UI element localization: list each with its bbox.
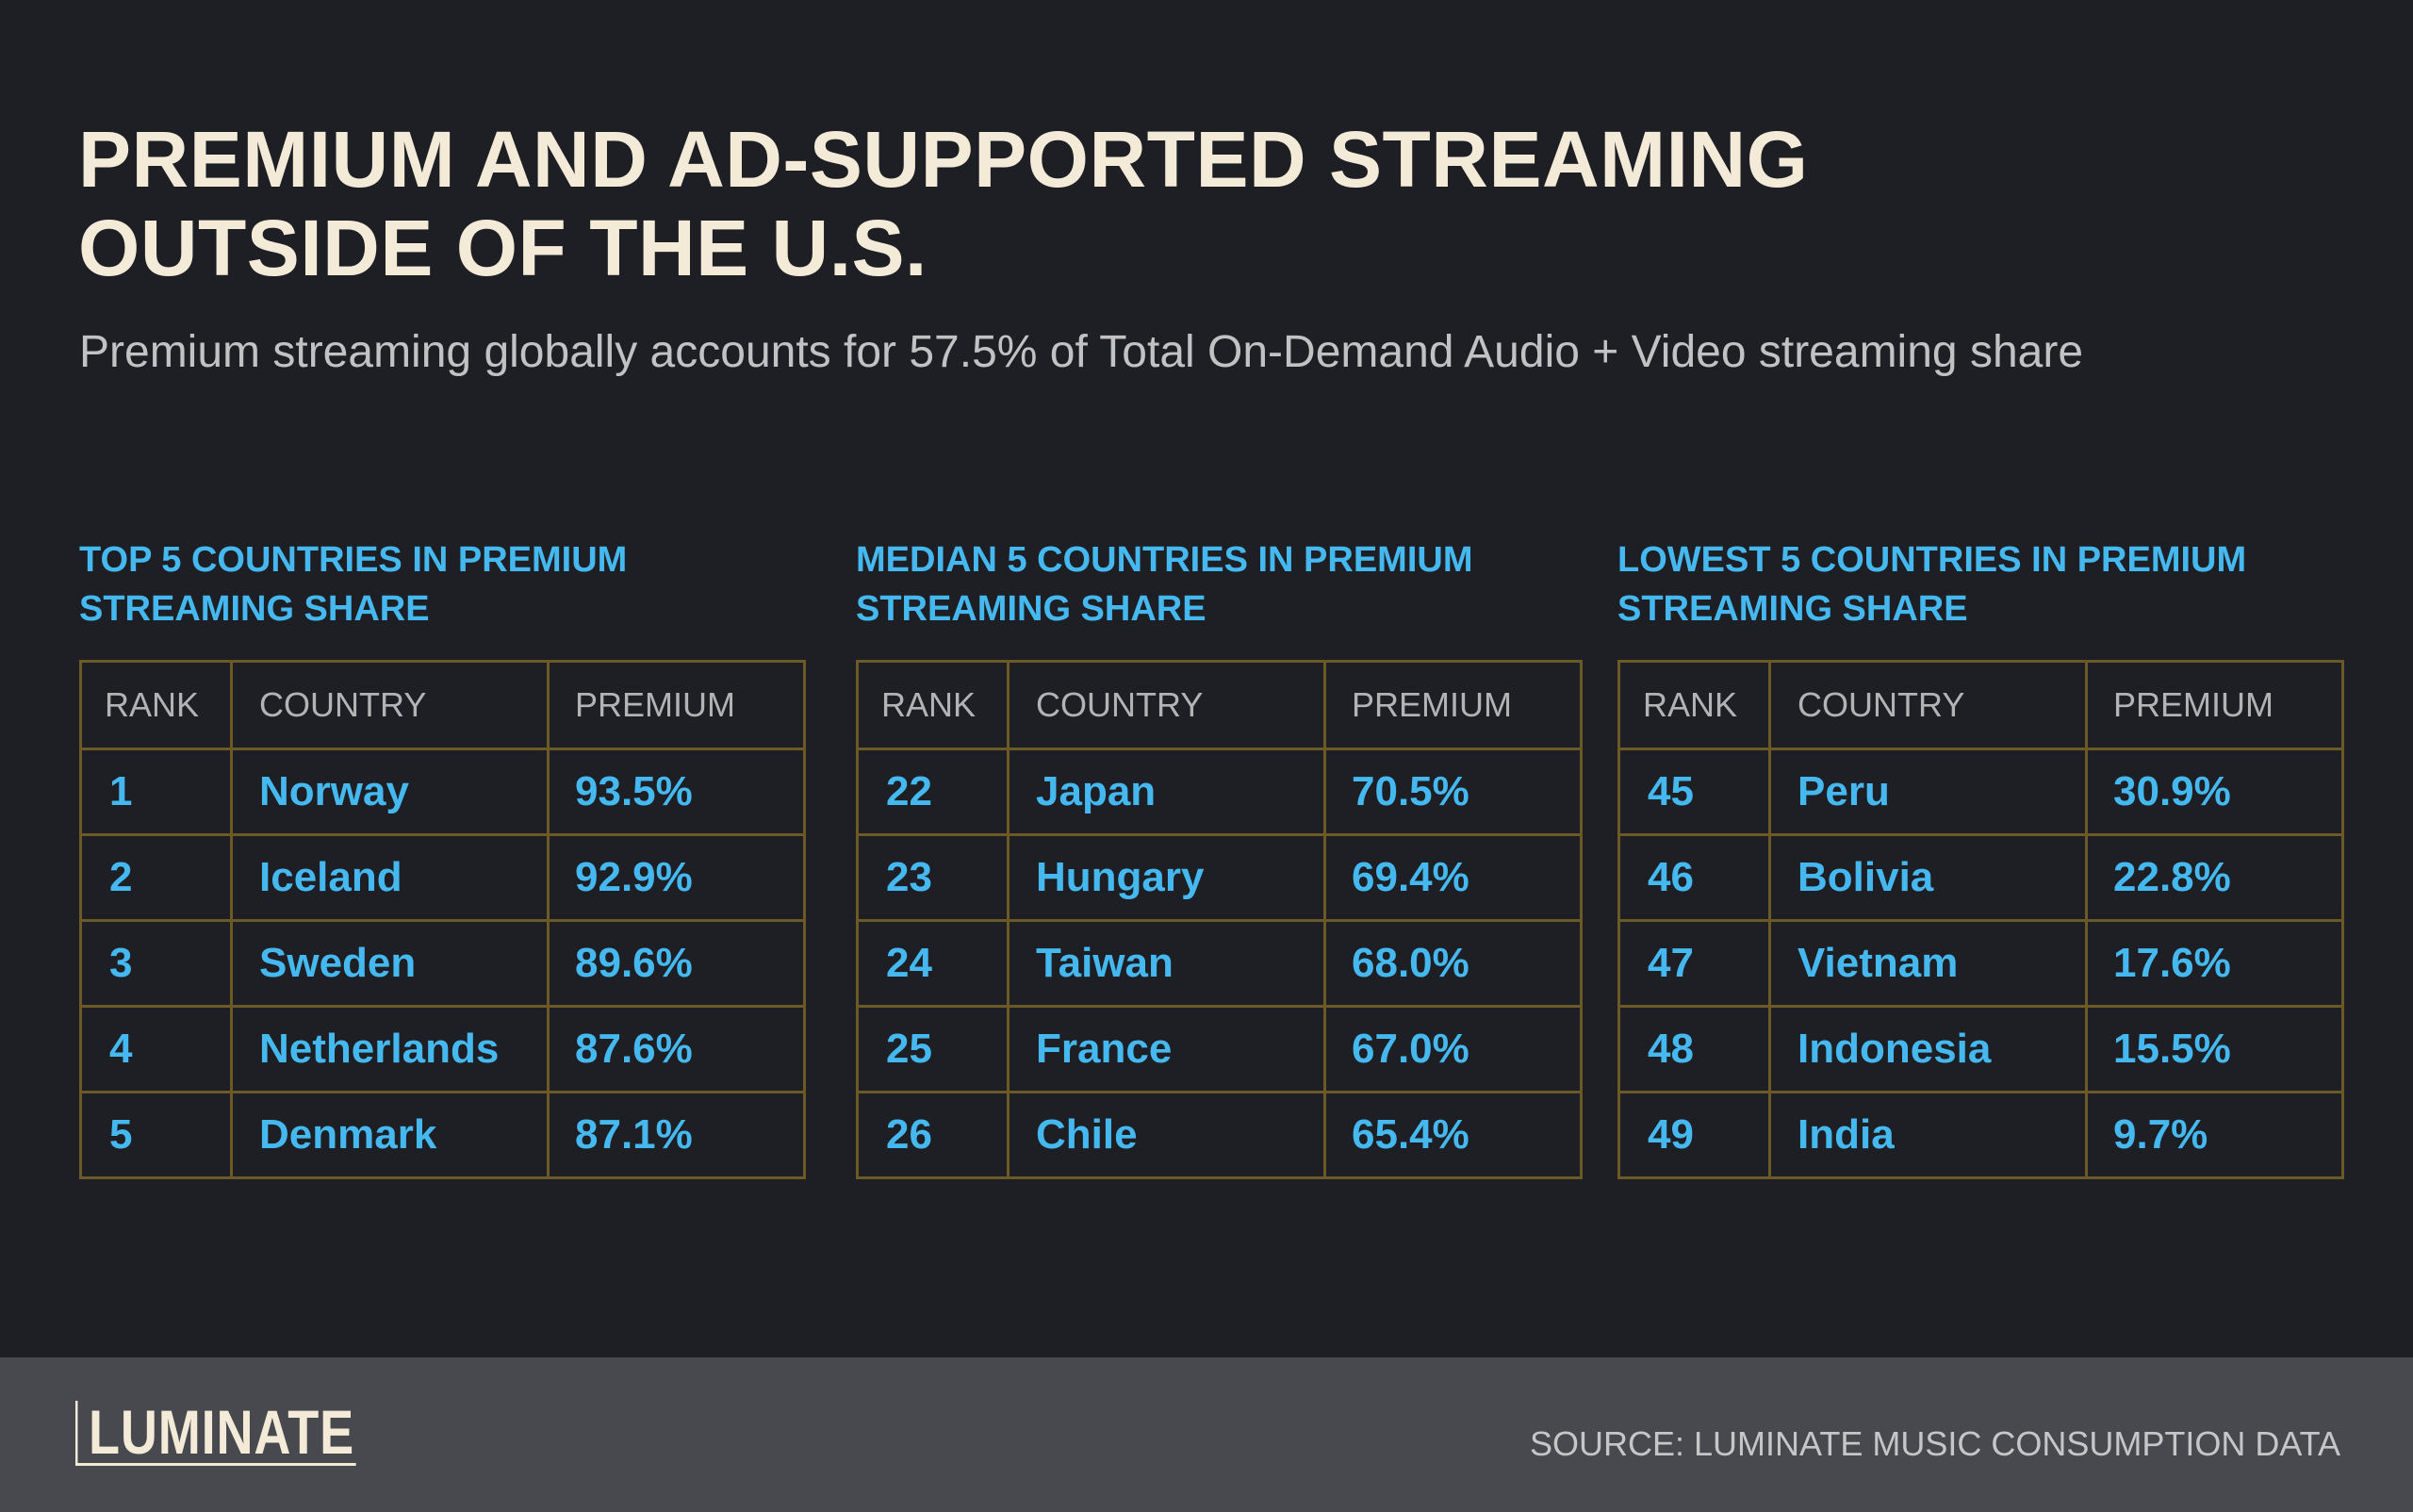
country-cell: Taiwan xyxy=(1007,919,1326,1008)
rank-cell: 25 xyxy=(856,1005,1010,1093)
rank-cell: 49 xyxy=(1617,1091,1771,1179)
lowest-5-table: RANK COUNTRY PREMIUM 45 Peru 30.9% 46 Bo… xyxy=(1617,660,2344,1179)
luminate-logo: LUMINATE xyxy=(75,1401,356,1466)
rank-cell: 4 xyxy=(79,1005,233,1093)
top-5-table: RANK COUNTRY PREMIUM 1 Norway 93.5% 2 Ic… xyxy=(79,660,806,1179)
section-title: TOP 5 COUNTRIES IN PREMIUM STREAMING SHAR… xyxy=(79,535,803,637)
premium-cell: 9.7% xyxy=(2085,1091,2344,1179)
country-cell: Netherlands xyxy=(230,1005,550,1093)
table-row: 1 Norway 93.5% xyxy=(79,748,806,836)
top-5-section: TOP 5 COUNTRIES IN PREMIUM STREAMING SHAR… xyxy=(79,535,806,1179)
section-title: MEDIAN 5 COUNTRIES IN PREMIUM STREAMING S… xyxy=(856,535,1580,637)
rank-cell: 48 xyxy=(1617,1005,1771,1093)
lowest-5-section: LOWEST 5 COUNTRIES IN PREMIUM STREAMING S… xyxy=(1617,535,2344,1179)
premium-cell: 68.0% xyxy=(1323,919,1583,1008)
premium-cell: 67.0% xyxy=(1323,1005,1583,1093)
section-title-line-2: STREAMING SHARE xyxy=(79,589,430,629)
page-title: PREMIUM AND AD-SUPPORTED STREAMING OUTSID… xyxy=(78,115,2246,292)
rank-cell: 1 xyxy=(79,748,233,836)
country-column-header: COUNTRY xyxy=(1768,660,2088,750)
section-title-line-2: STREAMING SHARE xyxy=(1617,589,1968,629)
table-row: 4 Netherlands 87.6% xyxy=(79,1005,806,1093)
section-title-line-1: LOWEST 5 COUNTRIES IN PREMIUM xyxy=(1617,540,2247,580)
premium-cell: 89.6% xyxy=(547,919,806,1008)
country-column-header: COUNTRY xyxy=(230,660,550,750)
premium-cell: 70.5% xyxy=(1323,748,1583,836)
table-row: 2 Iceland 92.9% xyxy=(79,833,806,922)
source-note: SOURCE: LUMINATE MUSIC CONSUMPTION DATA xyxy=(1529,1424,2340,1463)
rank-cell: 46 xyxy=(1617,833,1771,922)
median-5-table: RANK COUNTRY PREMIUM 22 Japan 70.5% 23 H… xyxy=(856,660,1583,1179)
table-row: 3 Sweden 89.6% xyxy=(79,919,806,1008)
section-title-line-2: STREAMING SHARE xyxy=(856,589,1206,629)
table-row: 47 Vietnam 17.6% xyxy=(1617,919,2344,1008)
country-cell: Chile xyxy=(1007,1091,1326,1179)
country-cell: Japan xyxy=(1007,748,1326,836)
country-cell: India xyxy=(1768,1091,2088,1179)
premium-cell: 69.4% xyxy=(1323,833,1583,922)
table-row: 22 Japan 70.5% xyxy=(856,748,1583,836)
country-cell: Bolivia xyxy=(1768,833,2088,922)
table-row: 49 India 9.7% xyxy=(1617,1091,2344,1179)
table-row: 48 Indonesia 15.5% xyxy=(1617,1005,2344,1093)
table-row: 46 Bolivia 22.8% xyxy=(1617,833,2344,922)
table-row: 23 Hungary 69.4% xyxy=(856,833,1583,922)
rank-column-header: RANK xyxy=(856,660,1010,750)
premium-cell: 17.6% xyxy=(2085,919,2344,1008)
country-cell: Sweden xyxy=(230,919,550,1008)
table-row: 5 Denmark 87.1% xyxy=(79,1091,806,1179)
premium-cell: 65.4% xyxy=(1323,1091,1583,1179)
country-cell: Indonesia xyxy=(1768,1005,2088,1093)
rank-cell: 22 xyxy=(856,748,1010,836)
rank-cell: 24 xyxy=(856,919,1010,1008)
table-row: 26 Chile 65.4% xyxy=(856,1091,1583,1179)
table-header-row: RANK COUNTRY PREMIUM xyxy=(1617,660,2344,750)
rank-cell: 45 xyxy=(1617,748,1771,836)
premium-cell: 93.5% xyxy=(547,748,806,836)
section-title-line-1: TOP 5 COUNTRIES IN PREMIUM xyxy=(79,540,628,580)
country-cell: Peru xyxy=(1768,748,2088,836)
rank-cell: 26 xyxy=(856,1091,1010,1179)
country-cell: Iceland xyxy=(230,833,550,922)
country-cell: Vietnam xyxy=(1768,919,2088,1008)
premium-column-header: PREMIUM xyxy=(2085,660,2344,750)
premium-cell: 30.9% xyxy=(2085,748,2344,836)
subtitle: Premium streaming globally accounts for … xyxy=(79,327,2084,377)
rank-cell: 3 xyxy=(79,919,233,1008)
table-header-row: RANK COUNTRY PREMIUM xyxy=(856,660,1583,750)
title-line-1: PREMIUM AND AD-SUPPORTED STREAMING xyxy=(78,115,1809,204)
rank-cell: 5 xyxy=(79,1091,233,1179)
table-header-row: RANK COUNTRY PREMIUM xyxy=(79,660,806,750)
country-cell: Norway xyxy=(230,748,550,836)
table-row: 45 Peru 30.9% xyxy=(1617,748,2344,836)
premium-cell: 87.6% xyxy=(547,1005,806,1093)
country-column-header: COUNTRY xyxy=(1007,660,1326,750)
country-cell: France xyxy=(1007,1005,1326,1093)
country-cell: Hungary xyxy=(1007,833,1326,922)
section-title: LOWEST 5 COUNTRIES IN PREMIUM STREAMING S… xyxy=(1617,535,2341,637)
median-5-section: MEDIAN 5 COUNTRIES IN PREMIUM STREAMING S… xyxy=(856,535,1583,1179)
footer-bar: LUMINATE SOURCE: LUMINATE MUSIC CONSUMPT… xyxy=(0,1357,2413,1512)
rank-column-header: RANK xyxy=(1617,660,1771,750)
premium-cell: 22.8% xyxy=(2085,833,2344,922)
rank-cell: 23 xyxy=(856,833,1010,922)
premium-column-header: PREMIUM xyxy=(547,660,806,750)
premium-cell: 92.9% xyxy=(547,833,806,922)
table-row: 25 France 67.0% xyxy=(856,1005,1583,1093)
premium-column-header: PREMIUM xyxy=(1323,660,1583,750)
premium-cell: 15.5% xyxy=(2085,1005,2344,1093)
rank-cell: 47 xyxy=(1617,919,1771,1008)
rank-column-header: RANK xyxy=(79,660,233,750)
premium-cell: 87.1% xyxy=(547,1091,806,1179)
title-line-2: OUTSIDE OF THE U.S. xyxy=(78,204,927,292)
section-title-line-1: MEDIAN 5 COUNTRIES IN PREMIUM xyxy=(856,540,1473,580)
table-row: 24 Taiwan 68.0% xyxy=(856,919,1583,1008)
rank-cell: 2 xyxy=(79,833,233,922)
country-cell: Denmark xyxy=(230,1091,550,1179)
